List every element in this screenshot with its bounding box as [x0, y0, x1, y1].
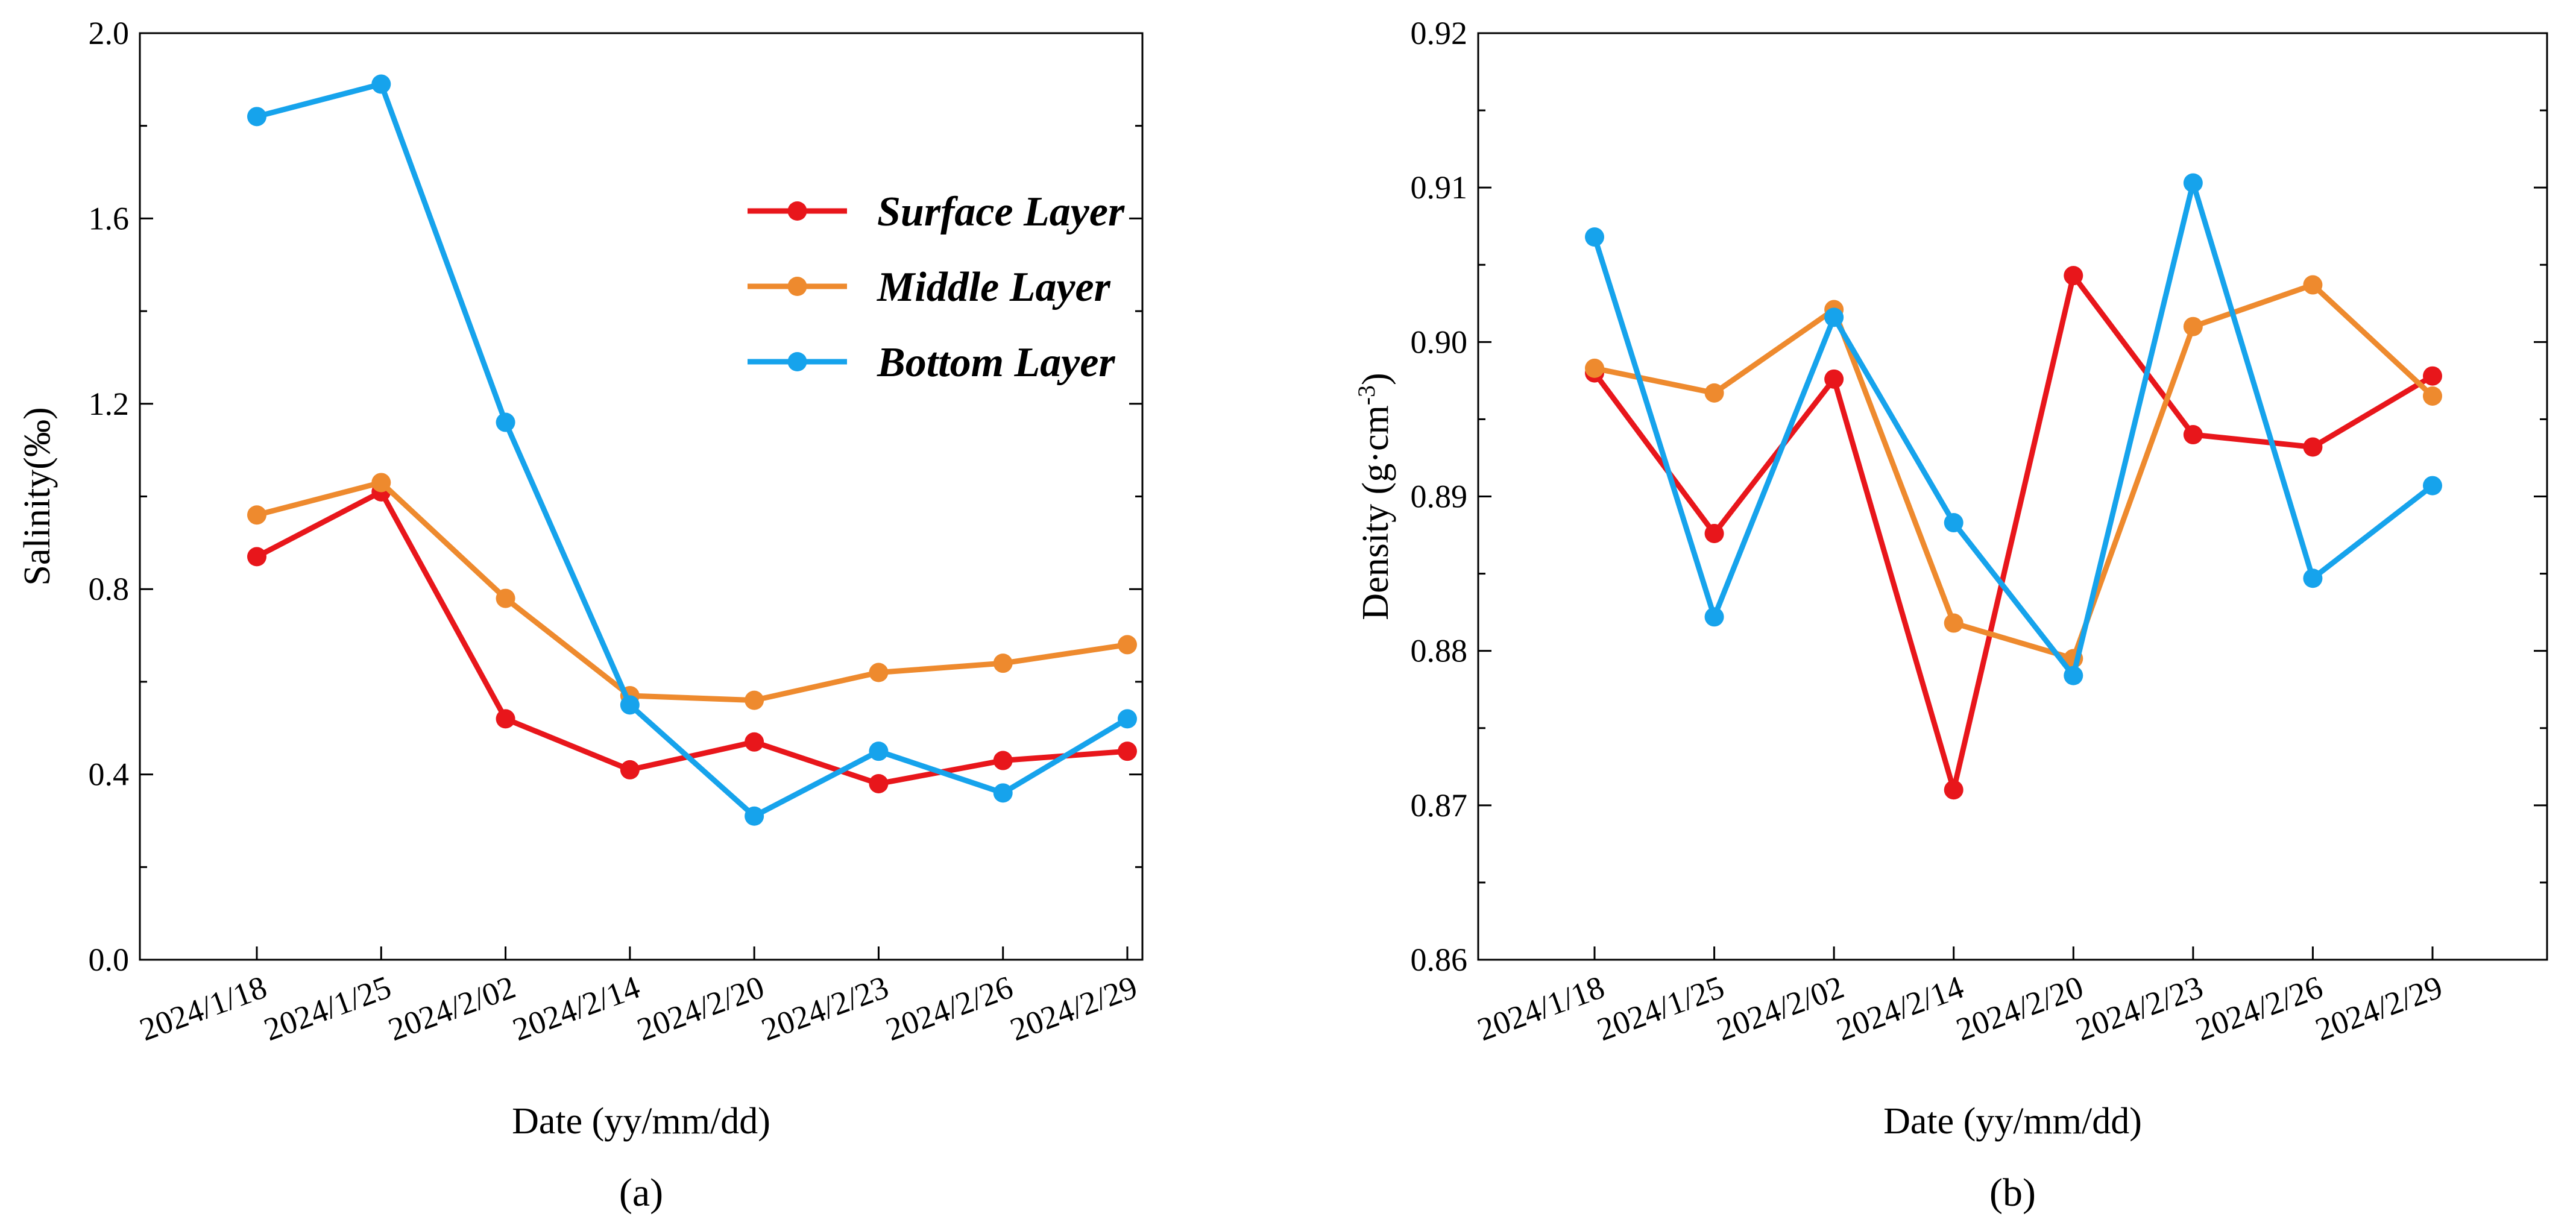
y-tick-label: 0.4 — [89, 757, 130, 793]
data-point — [371, 74, 391, 94]
data-point — [2303, 275, 2323, 295]
data-point — [1704, 607, 1724, 627]
data-point — [2183, 173, 2203, 193]
x-tick-label: 2024/1/25 — [1592, 969, 1728, 1048]
panel-label: (a) — [619, 1171, 663, 1215]
plot-frame — [139, 32, 1144, 961]
x-tick-label: 2024/2/26 — [881, 969, 1017, 1048]
x-tick-label: 2024/2/20 — [632, 969, 769, 1048]
y-tick-label: 1.6 — [89, 200, 130, 236]
data-point — [1585, 358, 1604, 378]
legend-entry: Surface Layer — [877, 189, 1125, 235]
plot-frame — [1477, 32, 2548, 961]
data-point — [2183, 425, 2203, 445]
data-point — [371, 473, 391, 493]
data-point — [247, 547, 266, 567]
data-point — [2183, 316, 2203, 336]
y-axis-title: Density (g·cm-3) — [1353, 373, 1397, 620]
data-point — [1824, 307, 1844, 327]
y-tick-label: 2.0 — [89, 15, 130, 51]
data-point — [1118, 709, 1137, 729]
x-tick-label: 2024/2/29 — [2311, 969, 2447, 1048]
y-axis-title-superscript: -3 — [1353, 385, 1380, 405]
x-tick-label: 2024/2/02 — [1712, 969, 1848, 1048]
data-point — [1704, 523, 1724, 543]
data-point — [993, 751, 1013, 770]
y-tick-label: 0.87 — [1411, 787, 1468, 823]
x-axis-title: Date (yy/mm/dd) — [512, 1101, 770, 1142]
data-point — [1585, 227, 1604, 247]
y-tick-label: 0.8 — [89, 571, 130, 607]
data-point — [1824, 369, 1844, 389]
chart-panel-2: 0.860.870.880.890.900.910.922024/1/18202… — [1353, 15, 2548, 1215]
legend-entry: Middle Layer — [877, 264, 1111, 310]
data-point — [993, 653, 1013, 673]
series-line-3 — [1592, 180, 2434, 679]
data-point — [869, 742, 889, 761]
data-point — [869, 773, 889, 793]
y-axis-title-end: ) — [1355, 373, 1396, 385]
x-tick-label: 2024/2/14 — [1831, 969, 1968, 1048]
series-line-2 — [256, 479, 1128, 704]
data-point — [496, 588, 515, 608]
x-tick-label: 2024/2/02 — [383, 969, 520, 1048]
data-point — [993, 783, 1013, 803]
data-point — [620, 695, 640, 715]
legend-marker — [787, 277, 807, 296]
y-tick-label: 0.89 — [1411, 479, 1468, 515]
y-tick-label: 1.2 — [89, 386, 130, 422]
data-point — [2423, 476, 2442, 496]
data-point — [247, 505, 266, 525]
y-tick-label: 0.86 — [1411, 942, 1468, 978]
data-point — [496, 709, 515, 729]
data-point — [2064, 266, 2083, 286]
data-point — [496, 412, 515, 432]
y-tick-label: 0.88 — [1411, 633, 1468, 669]
data-point — [745, 690, 764, 710]
x-tick-label: 2024/2/23 — [2071, 969, 2208, 1048]
series-line-1 — [1592, 272, 2434, 793]
x-tick-label: 2024/1/25 — [259, 969, 395, 1048]
data-point — [1944, 780, 1963, 800]
x-tick-label: 2024/1/18 — [1473, 969, 1609, 1048]
y-tick-label: 0.91 — [1411, 169, 1468, 206]
y-tick-label: 0.92 — [1411, 15, 1468, 51]
data-point — [2303, 437, 2323, 457]
x-tick-label: 2024/2/29 — [1006, 969, 1142, 1048]
series-line-2 — [1594, 282, 2435, 661]
x-tick-label: 2024/2/23 — [757, 969, 893, 1048]
data-point — [1118, 742, 1137, 761]
x-tick-label: 2024/2/26 — [2191, 969, 2327, 1048]
x-tick-label: 2024/1/18 — [135, 969, 271, 1048]
data-point — [745, 806, 764, 826]
y-tick-label: 0.0 — [89, 942, 130, 978]
data-point — [2423, 386, 2442, 406]
y-tick-label: 0.90 — [1411, 324, 1468, 360]
panel-label: (b) — [1989, 1171, 2036, 1215]
x-tick-label: 2024/2/20 — [1951, 969, 2088, 1048]
series-line-3 — [256, 81, 1129, 819]
legend-marker — [787, 201, 807, 221]
data-point — [745, 732, 764, 752]
data-point — [247, 107, 266, 127]
data-point — [1704, 383, 1724, 403]
data-point — [2064, 666, 2083, 685]
data-point — [1944, 613, 1963, 633]
legend-entry: Bottom Layer — [877, 339, 1115, 386]
legend-marker — [787, 352, 807, 371]
chart-panel-1: 0.00.40.81.21.62.02024/1/182024/1/252024… — [17, 15, 1144, 1215]
data-point — [1944, 513, 1963, 533]
series-line-1 — [255, 489, 1128, 787]
data-point — [2303, 568, 2323, 588]
data-point — [869, 663, 889, 682]
x-tick-label: 2024/2/14 — [508, 969, 644, 1048]
x-axis-title: Date (yy/mm/dd) — [1883, 1101, 2142, 1142]
data-point — [1118, 635, 1137, 655]
data-point — [2423, 366, 2442, 386]
data-point — [620, 760, 640, 779]
y-axis-title: Salinity(‰) — [17, 407, 58, 585]
